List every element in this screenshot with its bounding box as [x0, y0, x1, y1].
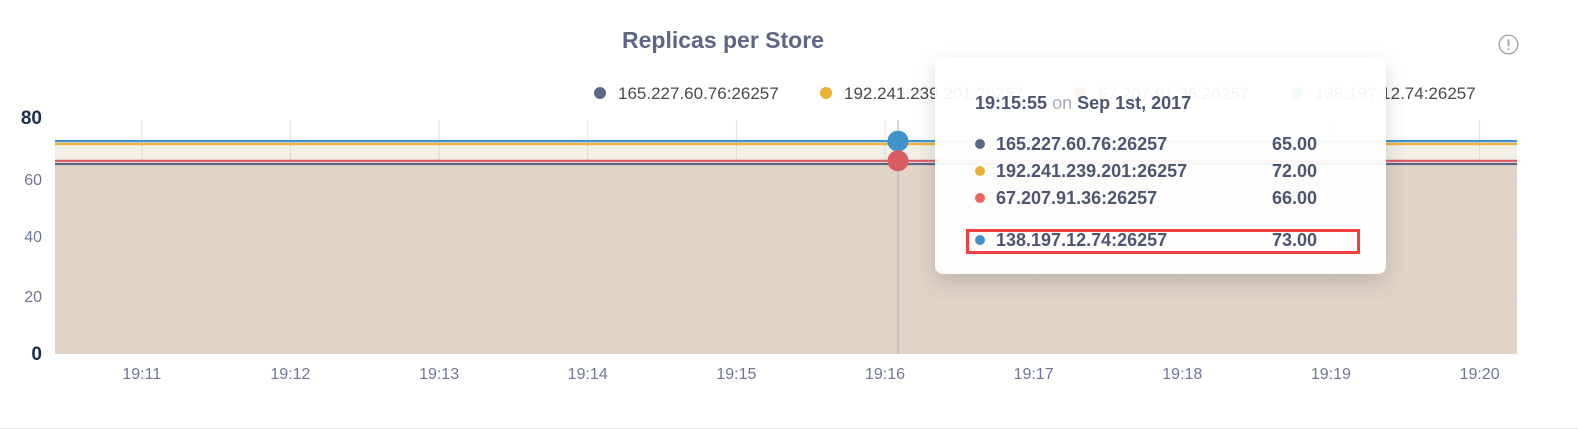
- svg-text:0: 0: [31, 344, 42, 365]
- svg-text:19:15: 19:15: [716, 366, 756, 383]
- svg-text:20: 20: [24, 289, 42, 306]
- svg-text:19:11: 19:11: [122, 366, 161, 383]
- svg-text:80: 80: [21, 108, 42, 129]
- svg-text:60: 60: [24, 172, 42, 189]
- svg-text:19:14: 19:14: [568, 366, 608, 383]
- svg-text:19:18: 19:18: [1162, 366, 1202, 383]
- svg-text:19:19: 19:19: [1311, 366, 1351, 383]
- svg-text:19:17: 19:17: [1014, 366, 1054, 383]
- svg-text:19:16: 19:16: [865, 366, 905, 383]
- svg-text:19:20: 19:20: [1460, 366, 1500, 383]
- svg-text:40: 40: [24, 229, 42, 246]
- svg-text:19:13: 19:13: [419, 366, 459, 383]
- svg-text:19:12: 19:12: [270, 366, 310, 383]
